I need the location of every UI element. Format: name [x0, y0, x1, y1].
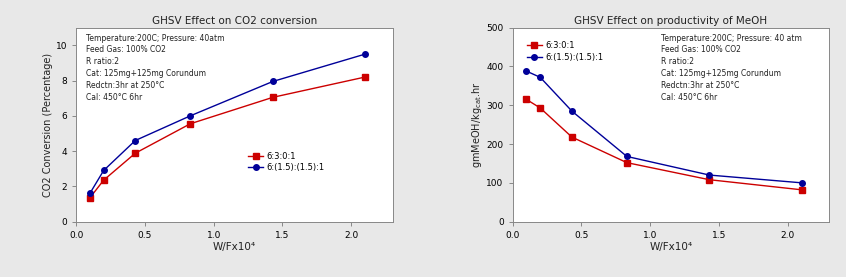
6:(1.5):(1.5):1 [85, 192, 95, 195]
6:3:0:1 [130, 152, 140, 155]
Line: 6:(1.5):(1.5):1: 6:(1.5):(1.5):1 [524, 68, 805, 186]
Line: 6:(1.5):(1.5):1: 6:(1.5):(1.5):1 [87, 51, 368, 196]
6:3:0:1 [705, 178, 715, 181]
6:(1.5):(1.5):1 [536, 76, 546, 79]
6:3:0:1 [622, 161, 632, 164]
Line: 6:3:0:1: 6:3:0:1 [524, 97, 805, 193]
6:3:0:1 [185, 122, 195, 125]
6:3:0:1 [267, 96, 277, 99]
Legend: 6:3:0:1, 6:(1.5):(1.5):1: 6:3:0:1, 6:(1.5):(1.5):1 [244, 148, 328, 175]
6:(1.5):(1.5):1 [360, 52, 370, 56]
Y-axis label: gmMeOH/kg$_{\mathregular{cat}}$.hr: gmMeOH/kg$_{\mathregular{cat}}$.hr [470, 81, 484, 168]
6:3:0:1 [360, 75, 370, 79]
X-axis label: W/Fx10⁴: W/Fx10⁴ [212, 242, 255, 252]
6:3:0:1 [567, 135, 577, 139]
X-axis label: W/Fx10⁴: W/Fx10⁴ [650, 242, 693, 252]
6:3:0:1 [99, 178, 109, 182]
6:(1.5):(1.5):1 [185, 114, 195, 117]
6:3:0:1 [85, 196, 95, 199]
6:3:0:1 [796, 188, 806, 191]
6:(1.5):(1.5):1 [267, 80, 277, 83]
Y-axis label: CO2 Conversion (Percentage): CO2 Conversion (Percentage) [43, 53, 52, 197]
6:(1.5):(1.5):1 [130, 139, 140, 142]
Legend: 6:3:0:1, 6:(1.5):(1.5):1: 6:3:0:1, 6:(1.5):(1.5):1 [523, 38, 607, 65]
6:3:0:1 [536, 106, 546, 110]
Line: 6:3:0:1: 6:3:0:1 [87, 74, 368, 201]
6:(1.5):(1.5):1 [521, 70, 531, 73]
6:3:0:1 [521, 98, 531, 101]
6:(1.5):(1.5):1 [99, 169, 109, 172]
6:(1.5):(1.5):1 [705, 173, 715, 177]
6:(1.5):(1.5):1 [622, 155, 632, 158]
6:(1.5):(1.5):1 [796, 181, 806, 184]
Title: GHSV Effect on productivity of MeOH: GHSV Effect on productivity of MeOH [574, 16, 767, 25]
Title: GHSV Effect on CO2 conversion: GHSV Effect on CO2 conversion [151, 16, 317, 25]
6:(1.5):(1.5):1 [567, 109, 577, 113]
Text: Temperature:200C; Pressure: 40atm
Feed Gas: 100% CO2
R ratio:2
Cat: 125mg+125mg : Temperature:200C; Pressure: 40atm Feed G… [85, 34, 224, 101]
Text: Temperature:200C; Pressure: 40 atm
Feed Gas: 100% CO2
R ratio:2
Cat: 125mg+125mg: Temperature:200C; Pressure: 40 atm Feed … [662, 34, 802, 101]
